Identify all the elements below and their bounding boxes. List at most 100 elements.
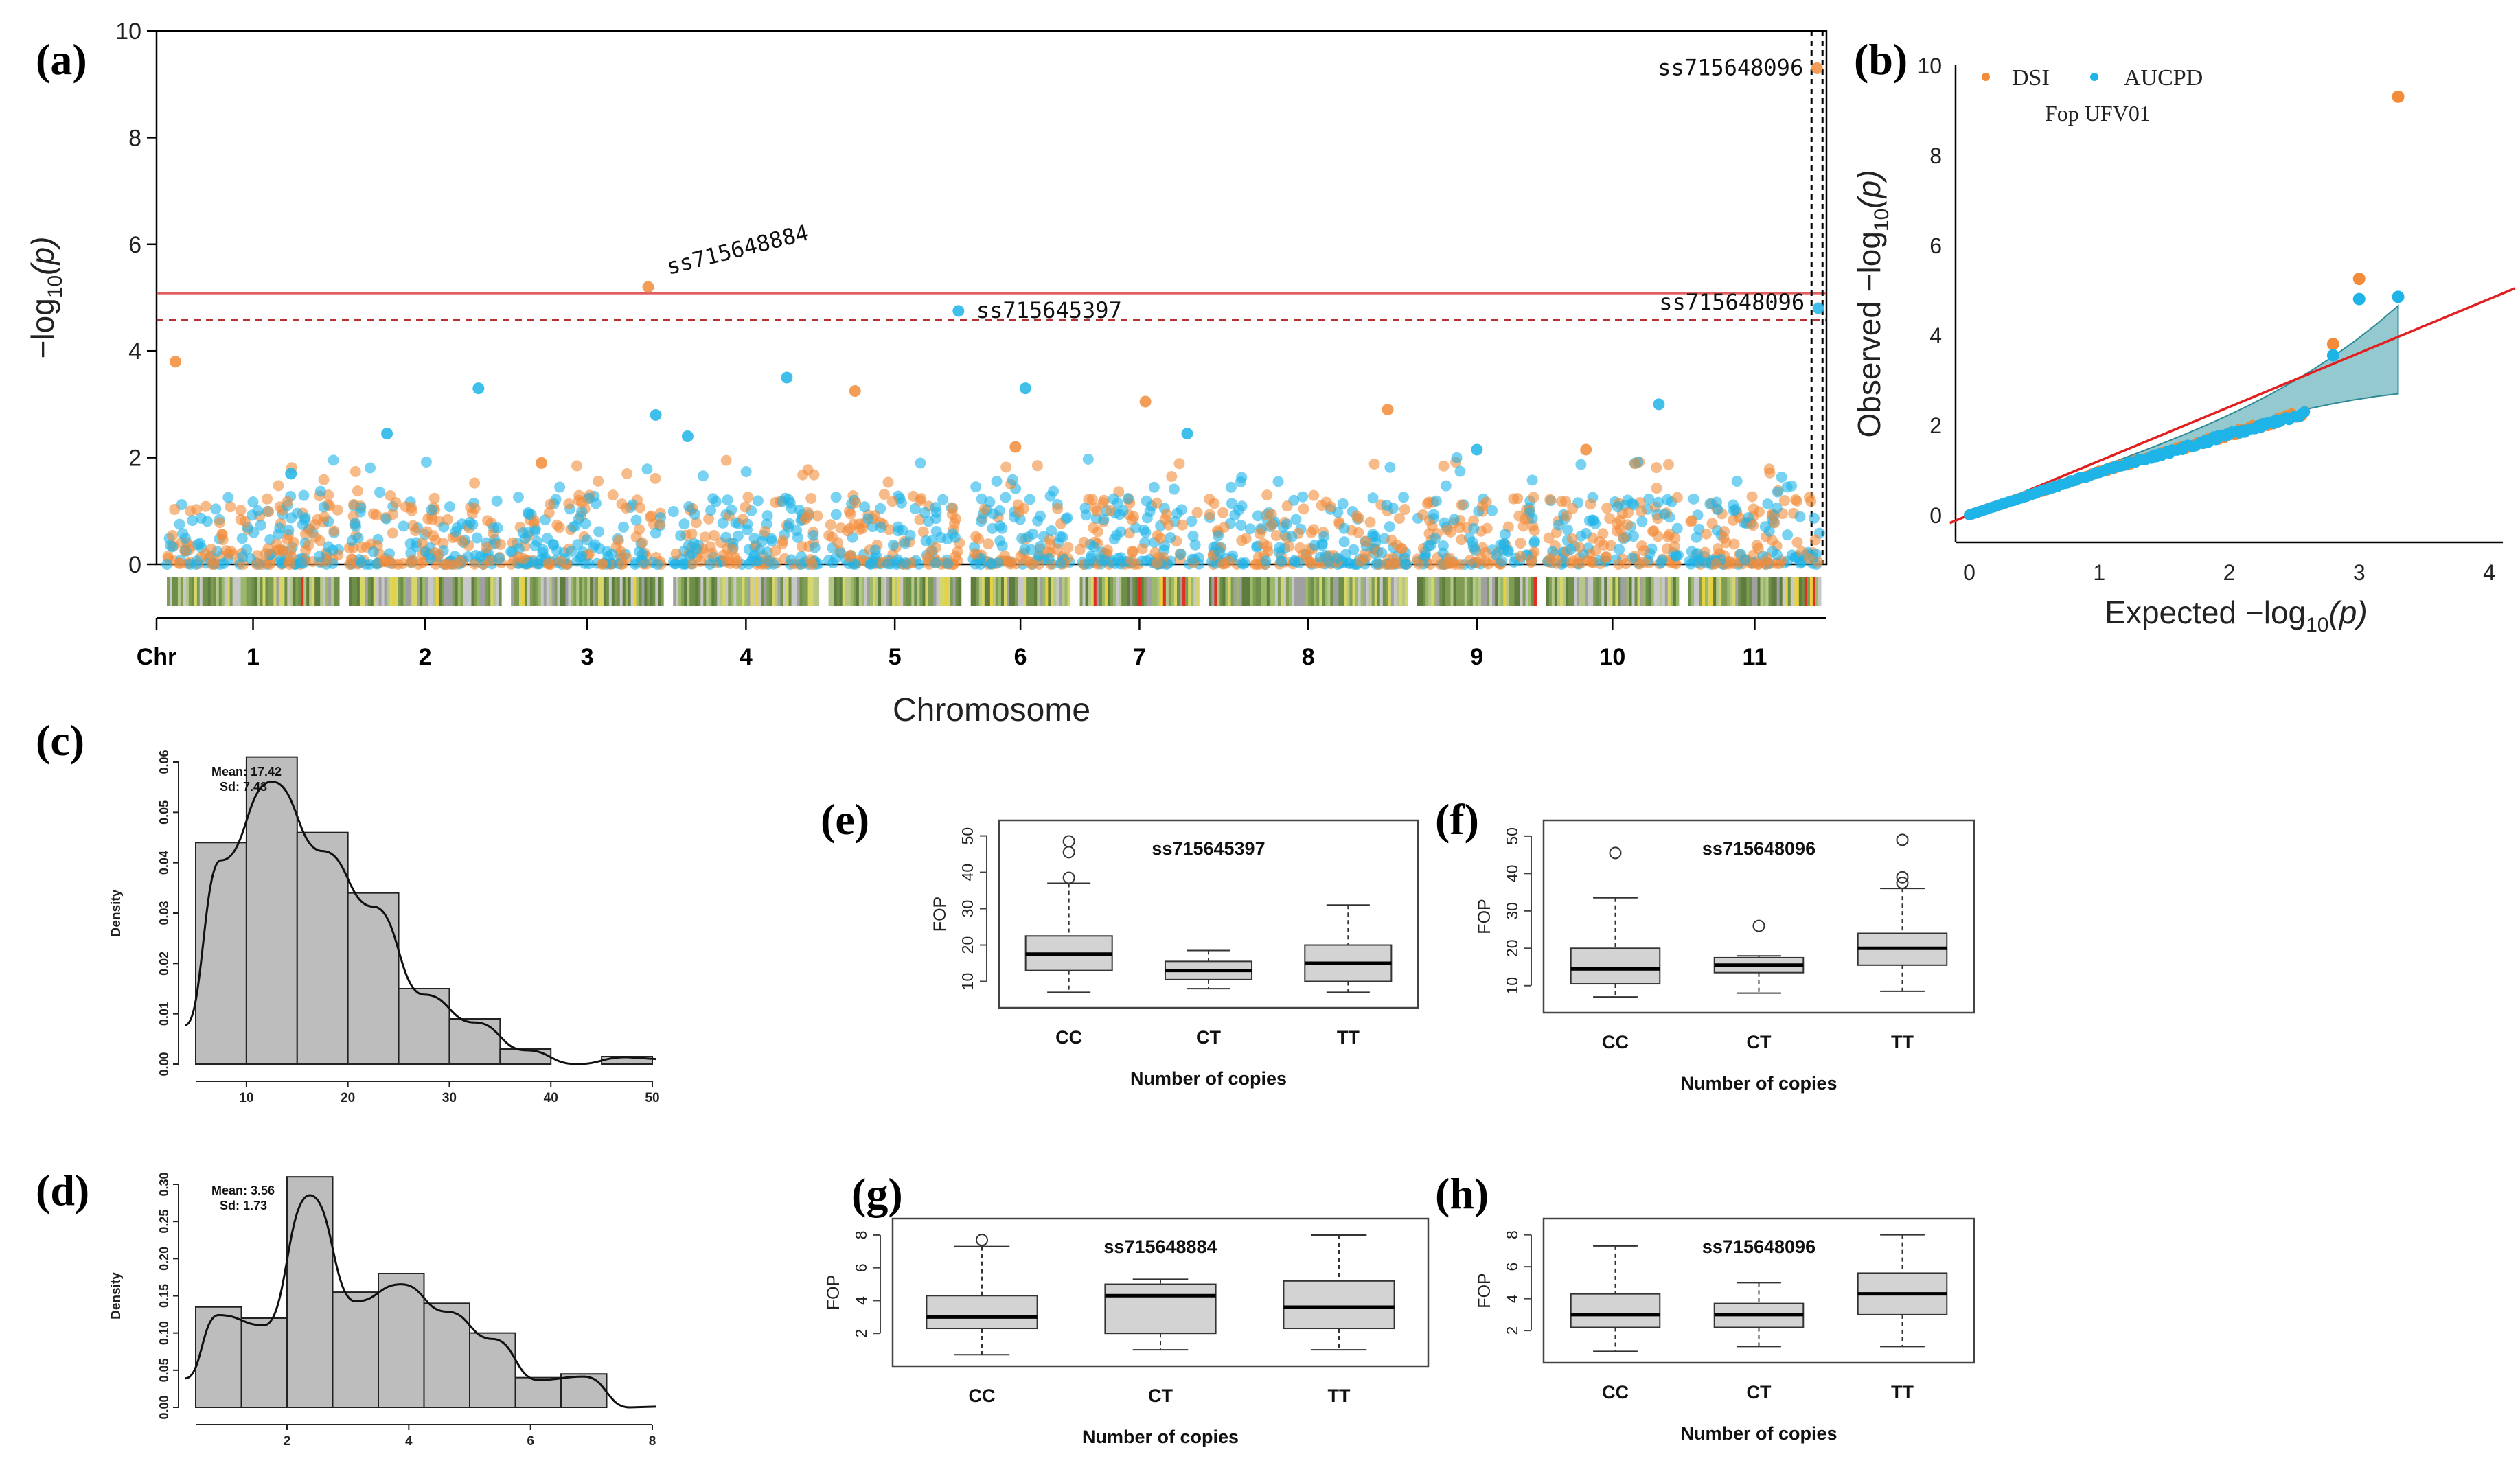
dsi-point [1217,558,1228,570]
y-tick-label: 10 [959,973,976,991]
dsi-point [1528,492,1539,503]
y-tick-label: 0.05 [157,800,171,825]
y-tick-label: 2 [852,1329,870,1338]
density-bin [1048,577,1051,606]
dsi-point [543,507,555,518]
dsi-point [352,485,363,497]
density-bin [608,577,612,606]
density-bin [546,577,550,606]
density-bin [1760,577,1764,606]
density-bin [468,577,472,606]
dsi-point [805,554,816,566]
density-bin [1261,577,1265,606]
density-bin [1653,577,1658,606]
dsi-point [222,548,234,560]
chromosome-density-strip [349,577,502,606]
category-label: CT [1747,1032,1772,1052]
density-bin [1447,577,1451,606]
aucpd-point [1033,550,1045,562]
density-bin [532,577,536,606]
aucpd-point [1691,531,1702,543]
y-tick-label: 50 [959,827,976,845]
x-tick-label: 1 [2093,560,2105,585]
density-bin [1007,577,1010,606]
aucpd-point [1626,498,1638,509]
density-bin [1059,577,1062,606]
density-bin [188,577,192,606]
density-bin [1442,577,1445,606]
aucpd-point [875,522,886,533]
density-bin [229,577,233,606]
density-bin [336,577,340,606]
dsi-point [1662,459,1674,470]
aucpd-point [1175,548,1187,560]
dsi-point [1746,491,1758,503]
aucpd-point [1007,474,1018,485]
aucpd-point [420,456,432,468]
density-bin [482,577,485,606]
iqr-box [1283,1280,1395,1330]
aucpd-point [1338,522,1350,534]
density-bin [1525,577,1529,606]
density-bin [488,577,491,606]
dsi-point [469,503,481,514]
density-bin [1051,577,1054,606]
density-bin [262,577,266,606]
histogram-bar [245,756,298,1065]
density-bin [1610,577,1613,606]
aucpd-point [283,525,295,536]
dsi-point [484,555,496,567]
density-bin [1341,577,1344,606]
density-bin [1141,577,1144,606]
peak-point [1471,443,1483,456]
density-bin [320,577,323,606]
density-bin [425,577,428,606]
aucpd-point [167,541,179,553]
x-tick-label: 2 [2223,560,2236,585]
dsi-point [886,496,898,507]
dsi-point [650,472,661,484]
dsi-point [805,492,817,504]
density-bin [529,577,534,606]
dsi-point [571,460,583,472]
aucpd-point [575,551,587,562]
dsi-point [1456,499,1467,511]
y-tick-label: 6 [852,1263,870,1272]
aucpd-point [1115,526,1127,538]
x-tick-label: 9 [1470,644,1483,670]
box-CC [926,1234,1038,1356]
density-bin [1193,577,1197,606]
density-bin [647,577,650,606]
histogram-bar [448,1018,501,1065]
density-bin [1487,577,1490,606]
density-curve [185,1194,656,1409]
dsi-point [1465,554,1476,566]
aucpd-point [298,489,310,501]
density-bin [1067,577,1071,606]
aucpd-point [1526,474,1538,486]
dsi-point [344,558,356,570]
aucpd-point [751,555,762,567]
aucpd-point [930,525,942,537]
dsi-point [1393,513,1405,525]
dsi-point [607,489,619,501]
aucpd-point [1187,553,1198,565]
density-bin [210,577,214,606]
dsi-point [1544,494,1556,505]
density-bin [1053,577,1057,606]
aucpd-point [975,558,987,570]
outlier-point [1752,919,1765,932]
density-bin [1456,577,1460,606]
y-tick-label: 2 [1503,1326,1521,1335]
aucpd-point [994,505,1005,516]
panel-g-boxplot: (g) ss715648884 2 4 6 8 FOP CC CT TT Number of cop… [824,1169,1430,1447]
density-bin [1404,577,1408,606]
dsi-point [1385,558,1397,570]
density-bin [298,577,301,606]
dsi-point [1809,534,1821,546]
dsi-point [1456,534,1467,546]
panel-label: (g) [851,1169,903,1218]
aucpd-point [1290,514,1302,525]
density-bin [747,577,751,606]
density-bin [1029,577,1032,606]
